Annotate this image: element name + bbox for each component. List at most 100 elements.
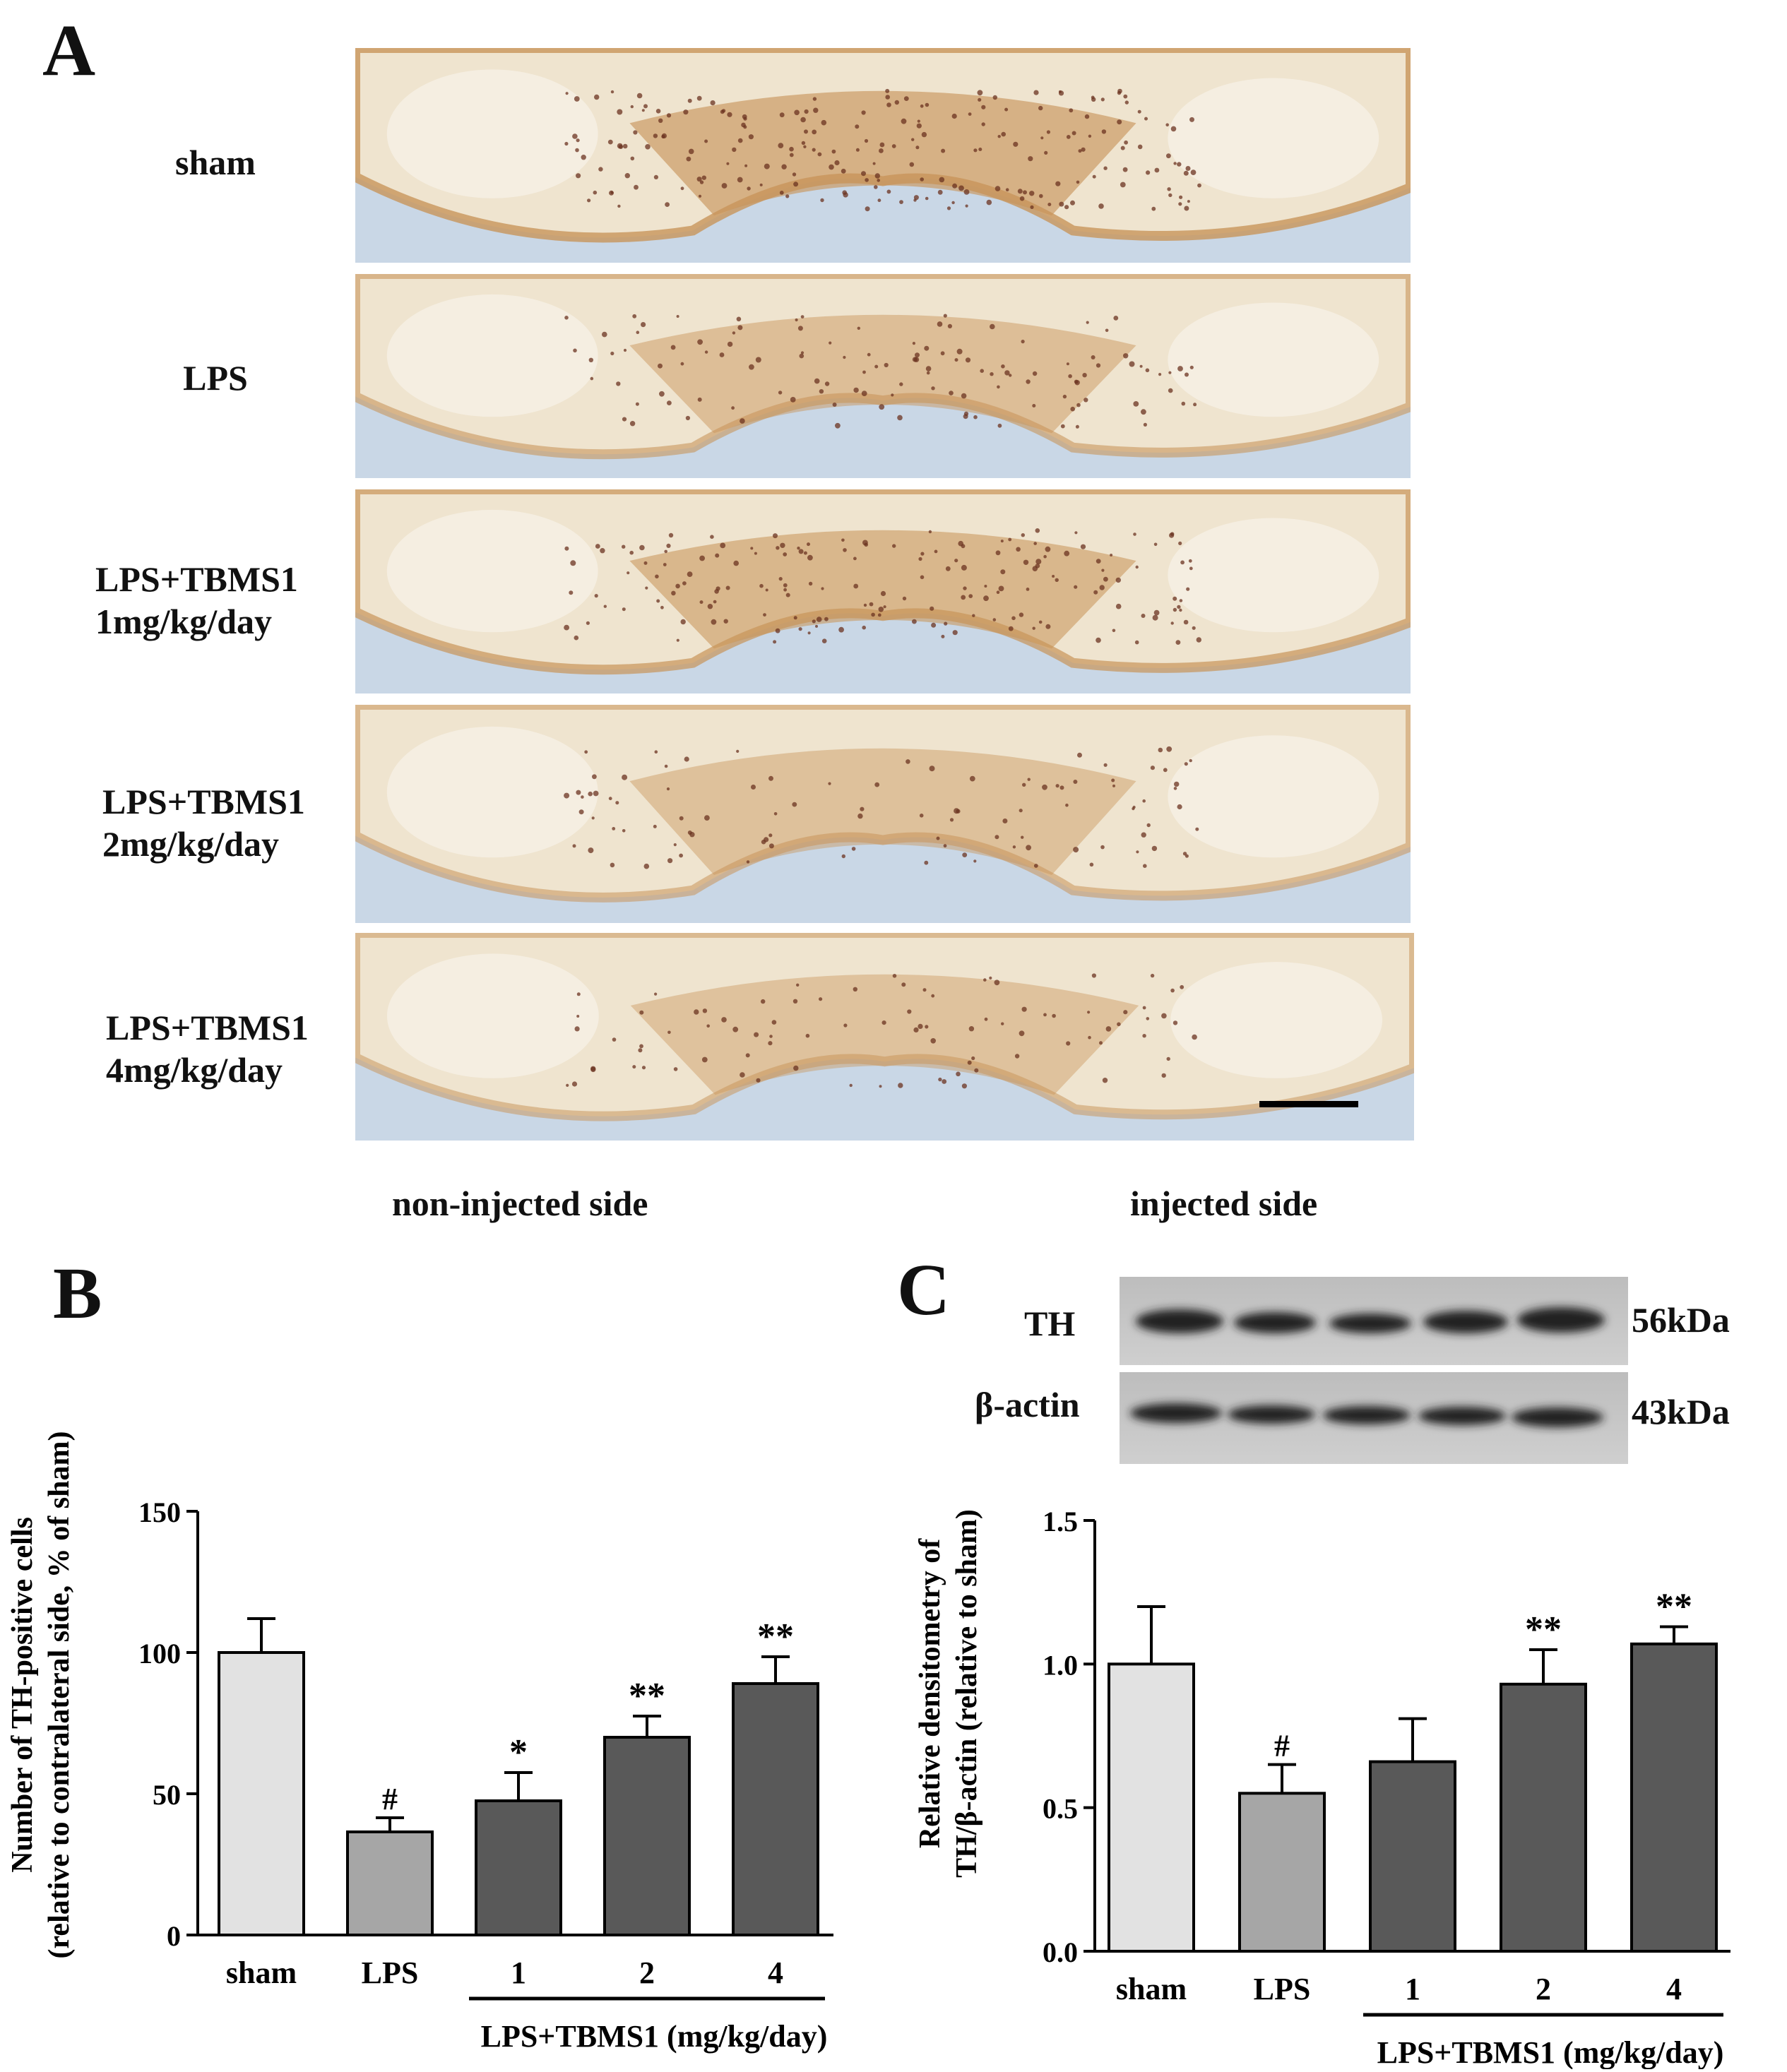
x-tick-label: sham	[226, 1955, 297, 1990]
th-positive-cell	[759, 583, 764, 588]
th-positive-cell	[747, 186, 751, 191]
th-positive-cell	[1129, 361, 1135, 367]
th-positive-cell	[783, 552, 788, 556]
th-positive-cell	[764, 163, 770, 169]
th-positive-cell	[853, 583, 859, 589]
pale-region	[386, 953, 599, 1078]
th-positive-cell	[1075, 424, 1079, 429]
y-tick-label: 150	[138, 1496, 181, 1528]
th-positive-cell	[745, 1053, 750, 1058]
th-positive-cell	[834, 160, 840, 166]
th-positive-cell	[564, 624, 569, 631]
th-positive-cell	[638, 1048, 643, 1053]
th-positive-cell	[1100, 97, 1105, 102]
th-positive-cell	[773, 812, 778, 816]
th-positive-cell	[632, 314, 637, 318]
th-positive-cell	[634, 184, 639, 190]
y-tick-label: 1.5	[1043, 1506, 1078, 1537]
row-label-tbms1-1: LPS+TBMS1 1mg/kg/day	[95, 558, 298, 643]
th-positive-cell	[877, 179, 880, 182]
th-positive-cell	[704, 350, 708, 354]
th-positive-cell	[602, 331, 607, 338]
th-positive-cell	[879, 142, 885, 148]
th-positive-cell	[1059, 785, 1064, 790]
th-positive-cell	[874, 782, 880, 787]
th-positive-cell	[925, 366, 932, 371]
th-positive-cell	[951, 113, 957, 119]
th-positive-cell	[1161, 1073, 1166, 1078]
th-positive-cell	[1022, 782, 1026, 787]
th-positive-cell	[1189, 365, 1194, 369]
th-positive-cell	[733, 560, 739, 566]
th-positive-cell	[853, 387, 859, 393]
th-positive-cell	[699, 180, 704, 184]
th-positive-cell	[586, 621, 590, 625]
th-positive-cell	[643, 104, 648, 109]
th-positive-cell	[901, 118, 907, 124]
blot-size-th: 56kDa	[1632, 1300, 1730, 1340]
th-positive-cell	[860, 806, 865, 811]
th-positive-cell	[954, 559, 958, 563]
th-positive-cell	[793, 616, 797, 620]
th-positive-cell	[804, 109, 809, 114]
th-positive-cell	[1019, 196, 1025, 201]
th-positive-cell	[885, 88, 890, 93]
th-positive-cell	[963, 586, 967, 590]
th-positive-cell	[800, 315, 805, 318]
row-label-line2: 4mg/kg/day	[106, 1050, 283, 1090]
th-positive-cell	[667, 400, 672, 405]
th-positive-cell	[1172, 596, 1177, 601]
th-positive-cell	[595, 544, 600, 549]
th-positive-cell	[857, 326, 860, 330]
th-positive-cell	[660, 605, 664, 609]
th-positive-cell	[1103, 166, 1108, 170]
th-positive-cell	[1161, 1013, 1167, 1019]
row-label-line2: 1mg/kg/day	[95, 602, 273, 641]
th-positive-cell	[968, 1026, 975, 1032]
th-positive-cell	[797, 547, 800, 550]
th-positive-cell	[1105, 1026, 1112, 1032]
th-positive-cell	[829, 164, 834, 170]
th-positive-cell	[641, 322, 646, 328]
th-positive-cell	[1166, 153, 1171, 159]
th-positive-cell	[615, 801, 619, 805]
th-positive-cell	[1052, 575, 1055, 578]
th-positive-cell	[1189, 117, 1194, 122]
th-positive-cell	[571, 1081, 578, 1087]
th-positive-cell	[666, 543, 671, 548]
th-positive-cell	[581, 155, 586, 160]
th-positive-cell	[1115, 577, 1122, 583]
th-positive-cell	[635, 402, 639, 406]
th-positive-cell	[699, 600, 703, 605]
th-positive-cell	[800, 351, 805, 355]
th-positive-cell	[1000, 540, 1004, 543]
th-positive-cell	[748, 134, 754, 140]
th-positive-cell	[1080, 544, 1086, 549]
th-positive-cell	[1002, 818, 1008, 823]
th-positive-cell	[971, 1056, 975, 1061]
th-positive-cell	[929, 766, 935, 772]
th-positive-cell	[761, 999, 766, 1004]
th-positive-cell	[594, 594, 598, 598]
th-positive-cell	[645, 586, 648, 590]
pale-region	[1168, 518, 1379, 633]
pale-region	[1168, 78, 1379, 198]
th-positive-cell	[1165, 123, 1169, 127]
th-positive-cell	[1151, 206, 1156, 211]
tissue-section	[355, 705, 1411, 898]
th-positive-cell	[909, 162, 915, 167]
th-positive-cell	[913, 1027, 919, 1032]
th-positive-cell	[737, 177, 743, 183]
th-positive-cell	[741, 122, 746, 128]
th-positive-cell	[1183, 170, 1189, 176]
th-positive-cell	[1102, 1078, 1108, 1083]
th-positive-cell	[917, 119, 920, 123]
th-positive-cell	[680, 362, 684, 366]
th-positive-cell	[1180, 984, 1185, 989]
th-positive-cell	[593, 790, 599, 797]
th-positive-cell	[978, 148, 982, 151]
actin-band	[1130, 1403, 1222, 1423]
th-positive-cell	[931, 994, 935, 998]
th-positive-cell	[928, 530, 932, 534]
th-positive-cell	[627, 571, 630, 575]
